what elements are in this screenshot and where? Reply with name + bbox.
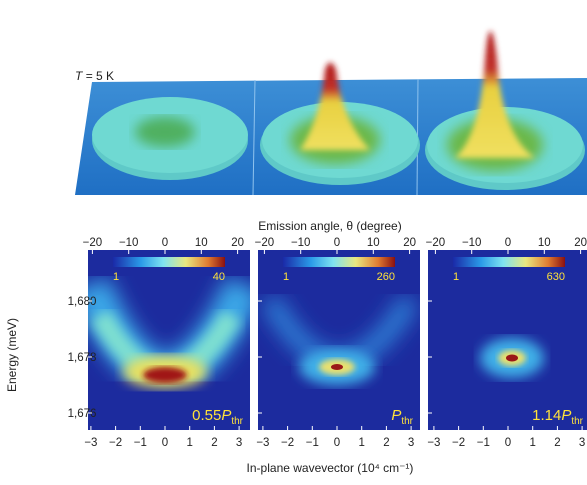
y-axis-title: Energy (meV) [5, 318, 19, 392]
bottom-tick-label: 1 [358, 437, 364, 449]
colorbar-min: 1 [113, 271, 119, 283]
temperature-label: T = 5 K [75, 69, 114, 83]
bottom-tick-label: 0 [505, 437, 511, 449]
colorbar-max: 630 [547, 271, 565, 283]
bottom-tick-label: −3 [427, 437, 440, 449]
top-tick-label: −20 [426, 237, 446, 249]
bottom-tick-label: 3 [408, 437, 414, 449]
top-tick-label: 0 [505, 237, 511, 249]
top-tick-label: 0 [334, 237, 340, 249]
colorbar-max: 40 [213, 271, 225, 283]
colorbar-min: 1 [453, 271, 459, 283]
top-tick-label: 10 [538, 237, 551, 249]
bottom-tick-label: −2 [452, 437, 465, 449]
power-label: 1.14Pthr [532, 407, 584, 427]
colorbar [113, 257, 225, 267]
bottom-axis-title: In-plane wavevector (10⁴ cm⁻¹) [247, 461, 414, 475]
power-subscript: thr [401, 416, 413, 427]
power-label: Pthr [391, 407, 413, 427]
colorbar [283, 257, 395, 267]
top-tick-label: −20 [83, 237, 103, 249]
power-symbol: P [221, 407, 231, 424]
bottom-tick-label: −1 [134, 437, 147, 449]
top-tick-label: −20 [255, 237, 275, 249]
bottom-tick-label: 0 [334, 437, 340, 449]
power-symbol: P [561, 407, 571, 424]
power-label: 0.55Pthr [192, 407, 244, 427]
power-subscript: thr [571, 416, 583, 427]
bottom-tick-label: 2 [211, 437, 217, 449]
top-tick-label: 10 [367, 237, 380, 249]
power-coefficient: 1.14 [532, 407, 561, 424]
top-tick-label: 20 [231, 237, 244, 249]
bottom-tick-label: −2 [281, 437, 294, 449]
power-subscript: thr [231, 416, 243, 427]
colorbar-min: 1 [283, 271, 289, 283]
surface-plots [75, 31, 587, 196]
bottom-tick-label: 1 [186, 437, 192, 449]
colorbar-max: 260 [377, 271, 395, 283]
colorbar [453, 257, 565, 267]
heatmaps [88, 250, 587, 430]
top-tick-label: 20 [574, 237, 587, 249]
top-tick-label: 10 [195, 237, 208, 249]
top-tick-label: −10 [462, 237, 482, 249]
top-tick-label: 20 [403, 237, 416, 249]
power-symbol: P [391, 407, 401, 424]
bottom-tick-label: 2 [383, 437, 389, 449]
bottom-tick-label: −1 [306, 437, 319, 449]
bottom-tick-label: 1 [529, 437, 535, 449]
top-tick-label: −10 [119, 237, 139, 249]
y-tick-label: 1,678 [68, 352, 97, 364]
top-tick-label: 0 [162, 237, 168, 249]
bottom-tick-label: 3 [236, 437, 242, 449]
bottom-tick-label: 2 [554, 437, 560, 449]
bottom-tick-label: −3 [84, 437, 97, 449]
bottom-tick-label: −2 [109, 437, 122, 449]
power-coefficient: 0.55 [192, 407, 221, 424]
bottom-tick-label: 0 [162, 437, 168, 449]
y-tick-label: 1,676 [68, 408, 97, 420]
bottom-tick-label: 3 [579, 437, 585, 449]
bottom-tick-label: −3 [256, 437, 269, 449]
top-tick-label: −10 [291, 237, 311, 249]
y-tick-label: 1,680 [68, 296, 97, 308]
bottom-tick-label: −1 [477, 437, 490, 449]
top-axis-title: Emission angle, θ (degree) [258, 219, 401, 233]
